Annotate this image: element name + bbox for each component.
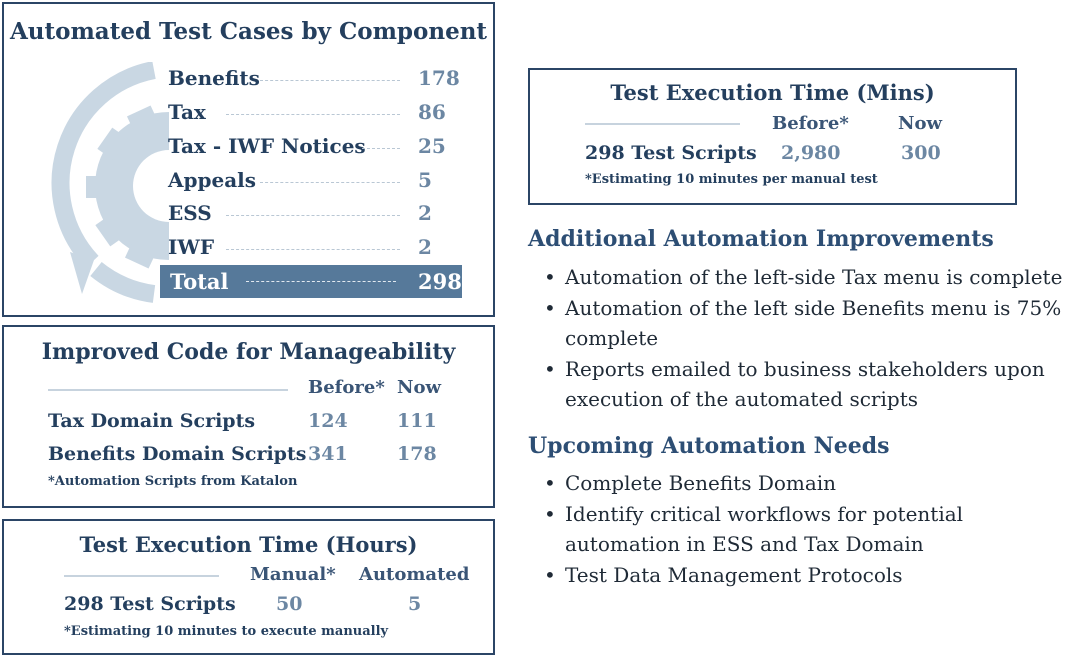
component-name: Benefits [168, 66, 260, 90]
leader-line [260, 182, 400, 183]
row-now: 300 [901, 142, 941, 164]
leader-line [226, 114, 400, 115]
header-rule [48, 389, 288, 391]
row-manual: 50 [276, 593, 303, 615]
component-name: IWF [168, 235, 215, 259]
footnote: *Estimating 10 minutes per manual test [585, 172, 878, 187]
row-before: 2,980 [781, 142, 841, 164]
code-manageability-panel: Improved Code for Manageability Before* … [2, 325, 495, 508]
list-item: Identify critical workflows for potentia… [540, 499, 1010, 560]
components-panel: Automated Test Cases by Component Benefi… [2, 2, 495, 317]
component-row: Tax - IWF Notices 25 [168, 134, 458, 162]
leader-line [260, 80, 400, 81]
row-now: 178 [397, 443, 437, 465]
row-label: Tax Domain Scripts [48, 410, 256, 432]
improvements-list: Automation of the left-side Tax menu is … [540, 262, 1085, 415]
list-item: Automation of the left side Benefits men… [540, 293, 1085, 354]
needs-heading: Upcoming Automation Needs [528, 433, 890, 459]
row-now: 111 [397, 410, 437, 432]
code-title: Improved Code for Manageability [41, 339, 456, 365]
col-before-header: Before* [308, 377, 385, 398]
row-automated: 5 [408, 593, 422, 615]
total-row: Total 298 [160, 265, 462, 298]
total-label: Total [170, 269, 229, 294]
col-now-header: Now [397, 377, 441, 398]
leader-line [362, 148, 400, 149]
execution-mins-panel: Test Execution Time (Mins) Before* Now 2… [528, 68, 1017, 205]
list-item: Reports emailed to business stakeholders… [540, 354, 1085, 415]
hours-title: Test Execution Time (Hours) [79, 532, 418, 557]
header-rule [64, 575, 219, 577]
col-manual-header: Manual* [250, 564, 336, 585]
component-count: 2 [418, 201, 432, 225]
component-name: ESS [168, 201, 212, 225]
component-count: 2 [418, 235, 432, 259]
component-count: 178 [418, 66, 460, 90]
mins-title: Test Execution Time (Mins) [610, 80, 935, 105]
components-title: Automated Test Cases by Component [9, 18, 488, 45]
row-label: 298 Test Scripts [585, 142, 757, 164]
component-name: Appeals [168, 168, 257, 192]
row-label: Benefits Domain Scripts [48, 443, 307, 465]
component-row: IWF 2 [168, 235, 458, 263]
component-row: Tax 86 [168, 100, 458, 128]
header-rule [585, 123, 740, 125]
gear-cycle-icon [51, 62, 169, 303]
row-before: 341 [308, 443, 348, 465]
leader-line [226, 249, 400, 250]
component-name: Tax [168, 100, 206, 124]
needs-list: Complete Benefits Domain Identify critic… [540, 468, 1010, 590]
list-item: Automation of the left-side Tax menu is … [540, 262, 1085, 293]
component-count: 5 [418, 168, 432, 192]
list-item: Complete Benefits Domain [540, 468, 1010, 499]
component-row: ESS 2 [168, 201, 458, 229]
leader-line [246, 281, 396, 282]
improvements-heading: Additional Automation Improvements [528, 226, 994, 252]
component-row: Benefits 178 [168, 66, 460, 94]
execution-hours-panel: Test Execution Time (Hours) Manual* Auto… [2, 519, 495, 655]
total-count: 298 [418, 269, 462, 294]
footnote: *Automation Scripts from Katalon [48, 474, 298, 489]
component-count: 86 [418, 100, 446, 124]
row-label: 298 Test Scripts [64, 593, 236, 615]
row-before: 124 [308, 410, 348, 432]
component-row: Appeals 5 [168, 168, 458, 196]
footnote: *Estimating 10 minutes to execute manual… [64, 624, 389, 639]
component-name: Tax - IWF Notices [168, 134, 366, 158]
col-automated-header: Automated [359, 564, 470, 585]
list-item: Test Data Management Protocols [540, 560, 1010, 591]
col-before-header: Before* [772, 113, 849, 134]
col-now-header: Now [898, 113, 942, 134]
leader-line [226, 215, 400, 216]
component-count: 25 [418, 134, 446, 158]
